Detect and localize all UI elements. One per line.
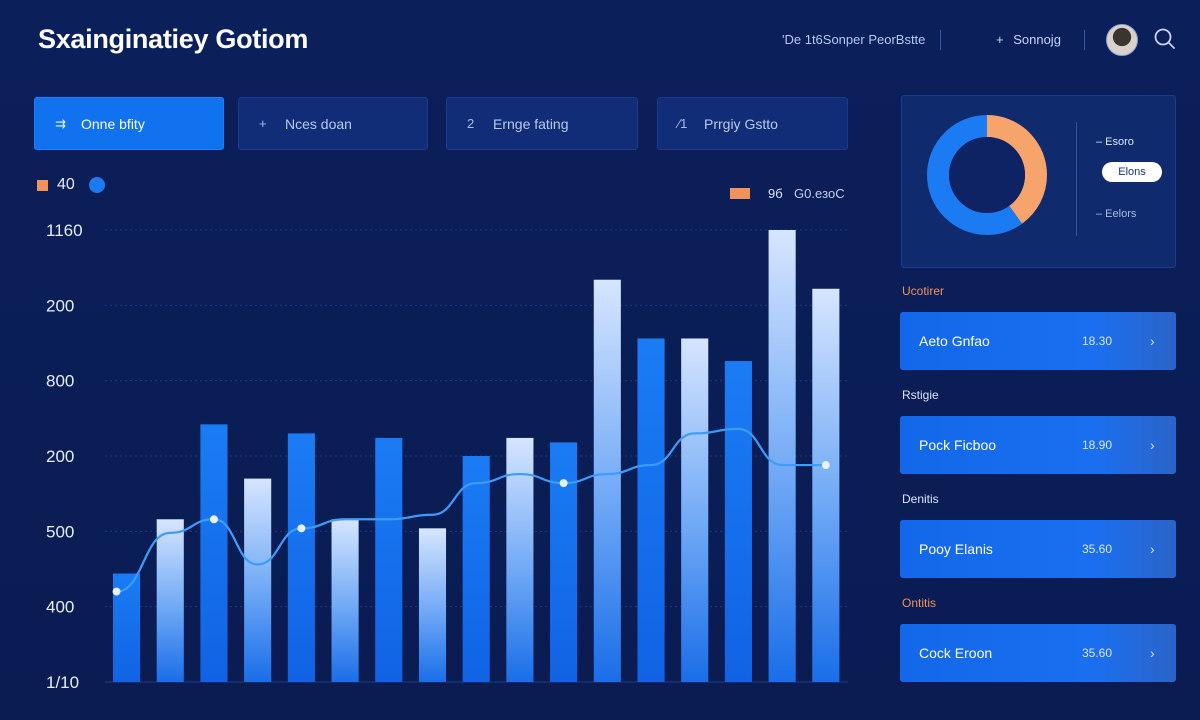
- legend-swatch-blue: [89, 177, 105, 193]
- line-point: [209, 515, 218, 524]
- legend-value: 40: [57, 176, 75, 193]
- tab-label: Prrgiy Gstto: [704, 115, 778, 132]
- donut-slice: [927, 115, 1047, 235]
- bar: [156, 519, 184, 682]
- y-tick-label: 200: [46, 296, 74, 315]
- y-tick-label: 500: [46, 522, 74, 541]
- bar: [200, 424, 228, 682]
- list-item-amount: 18.30: [1082, 334, 1113, 348]
- tab-3[interactable]: ⁄1 Prrgiy Gstto: [657, 97, 848, 150]
- plus-icon: +: [996, 32, 1004, 47]
- divider: [1084, 30, 1085, 50]
- section-label: Ontitis: [902, 596, 937, 610]
- bar: [593, 279, 621, 682]
- search-icon[interactable]: [1152, 26, 1178, 52]
- tab-2[interactable]: 2 Ernge fating: [446, 97, 638, 150]
- list-item-name: Aeto Gnfao: [919, 333, 990, 349]
- tab-label: Onne bfity: [81, 115, 145, 132]
- chevron-right-icon: ›: [1150, 333, 1155, 349]
- bar: [768, 230, 796, 682]
- list-item-name: Pooy Elanis: [919, 541, 993, 557]
- list-item-amount: 35.60: [1082, 542, 1113, 556]
- donut-card: – Esoro Elons – Eelors: [901, 95, 1176, 268]
- list-item-amount: 18.90: [1082, 438, 1113, 452]
- trend-line: [112, 427, 830, 596]
- list-item-amount: 35.60: [1082, 646, 1113, 660]
- list-item-name: Pock Ficboo: [919, 437, 997, 453]
- chart-legend-right: 9б G0.eзоС: [730, 186, 890, 202]
- tab-icon: ⇉: [55, 115, 66, 131]
- y-tick-label: 200: [46, 447, 74, 466]
- tab-label: Nces doan: [285, 115, 352, 132]
- bar: [331, 519, 359, 682]
- list-item[interactable]: Aeto Gnfao 18.30 ›: [900, 312, 1176, 370]
- line-point: [112, 587, 121, 596]
- bar: [244, 478, 272, 682]
- bar: [681, 338, 709, 682]
- donut-chart: [927, 115, 1047, 235]
- donut-hole: [949, 137, 1025, 213]
- header-action[interactable]: + Sonnojg: [996, 32, 1061, 47]
- bar: [637, 338, 665, 682]
- section-label: Rstigie: [902, 388, 939, 402]
- legend-swatch-orange: [37, 180, 48, 191]
- legend-value-b: G0.eзоС: [794, 186, 845, 201]
- bars: [113, 230, 840, 682]
- tab-0[interactable]: ⇉ Onne bfity: [34, 97, 224, 150]
- chevron-right-icon: ›: [1150, 437, 1155, 453]
- app-title: Sxainginatiey Gotiom: [38, 24, 309, 54]
- line-point: [559, 479, 568, 488]
- bar: [812, 288, 840, 682]
- tab-1[interactable]: + Nces doan: [238, 97, 428, 150]
- line-point: [821, 461, 830, 470]
- bar: [506, 437, 534, 682]
- divider: [940, 30, 941, 50]
- y-tick-label: 1160: [46, 221, 83, 240]
- avatar[interactable]: [1106, 24, 1138, 56]
- tab-icon: 2: [467, 116, 475, 131]
- bar: [287, 433, 315, 682]
- divider: [1076, 122, 1077, 236]
- bar: [375, 437, 403, 682]
- list-item[interactable]: Pock Ficboo 18.90 ›: [900, 416, 1176, 474]
- section-label: Denitis: [902, 492, 939, 506]
- bar: [418, 528, 447, 682]
- tab-icon: +: [259, 116, 267, 131]
- header-action-label: Sonnojg: [1013, 32, 1061, 47]
- donut-legend-item: – Eelors: [1096, 208, 1137, 220]
- donut-legend-item: – Esoro: [1096, 136, 1134, 148]
- y-axis: 1160 200 800 200 500 400 1/10: [46, 221, 83, 692]
- list-item[interactable]: Cock Eroon 35.60 ›: [900, 624, 1176, 682]
- list-item[interactable]: Pooy Elanis 35.60 ›: [900, 520, 1176, 578]
- section-label: Ucotirer: [902, 284, 945, 298]
- bar: [724, 361, 752, 682]
- list-item-name: Cock Eroon: [919, 645, 993, 661]
- chevron-right-icon: ›: [1150, 541, 1155, 557]
- tab-icon: ⁄1: [678, 116, 688, 131]
- tab-label: Ernge fating: [493, 115, 569, 132]
- header-link[interactable]: 'De 1t6Sonper PeorBstte: [782, 32, 926, 47]
- line-point: [297, 524, 306, 533]
- legend-swatch-orange: [730, 188, 750, 199]
- y-tick-label: 1/10: [46, 673, 79, 692]
- combo-chart: 1160 200 800 200 500 400 1/10: [46, 221, 848, 692]
- top-bar-right: 'De 1t6Sonper PeorBstte + Sonnojg: [760, 0, 1200, 80]
- bar: [550, 442, 578, 682]
- trend-line-path: [116, 427, 826, 593]
- bar: [462, 456, 490, 682]
- chevron-right-icon: ›: [1150, 645, 1155, 661]
- y-tick-label: 800: [46, 372, 74, 391]
- y-tick-label: 400: [46, 598, 74, 617]
- legend-value-a: 9б: [768, 186, 783, 201]
- donut-pill-button[interactable]: Elons: [1102, 162, 1162, 182]
